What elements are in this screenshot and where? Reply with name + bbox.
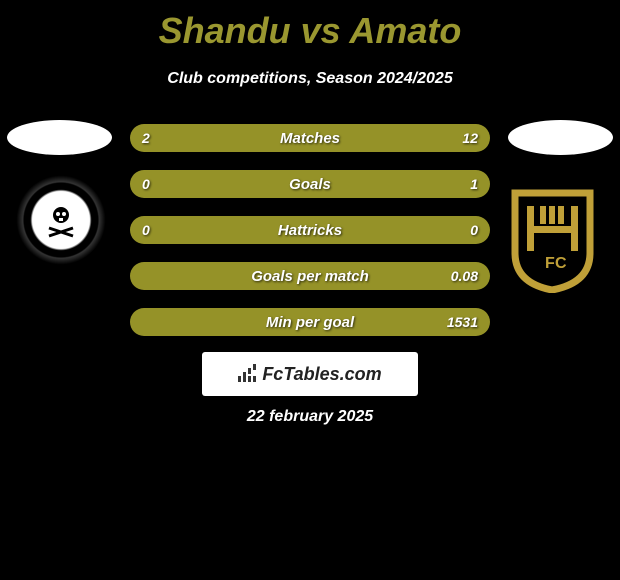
svg-text:F: F <box>545 255 555 272</box>
stat-value-left: 2 <box>142 130 150 146</box>
stat-value-right: 1 <box>470 176 478 192</box>
stat-value-left: 0 <box>142 222 150 238</box>
stat-value-right: 1531 <box>447 314 478 330</box>
comparison-date: 22 february 2025 <box>0 408 620 426</box>
player-oval-right <box>508 120 613 155</box>
stat-label: Min per goal <box>266 314 354 331</box>
club-badge-right: F C <box>495 178 610 293</box>
stat-value-left: 0 <box>142 176 150 192</box>
stat-row-min-per-goal: Min per goal 1531 <box>130 308 490 336</box>
stat-row-hattricks: 0 Hattricks 0 <box>130 216 490 244</box>
page-title: Shandu vs Amato <box>0 0 620 52</box>
skull-crossbones-icon <box>41 200 81 240</box>
stat-row-goals: 0 Goals 1 <box>130 170 490 198</box>
bar-chart-icon <box>238 366 258 382</box>
svg-text:C: C <box>555 255 567 272</box>
footer-brand-box[interactable]: FcTables.com <box>202 352 418 396</box>
stat-value-right: 0.08 <box>451 268 478 284</box>
stats-table: 2 Matches 12 0 Goals 1 0 Hattricks 0 Goals per ma… <box>130 124 490 354</box>
stat-label: Matches <box>280 130 340 147</box>
cape-town-city-crest: F C <box>495 178 610 293</box>
stat-label: Goals <box>289 176 331 193</box>
stat-value-right: 0 <box>470 222 478 238</box>
stat-row-goals-per-match: Goals per match 0.08 <box>130 262 490 290</box>
orlando-pirates-crest <box>16 175 106 265</box>
stat-label: Hattricks <box>278 222 342 239</box>
capetown-shield-icon: F C <box>495 178 610 293</box>
stat-label: Goals per match <box>251 268 369 285</box>
footer-brand-text: FcTables.com <box>262 364 381 385</box>
stat-value-right: 12 <box>462 130 478 146</box>
player-oval-left <box>7 120 112 155</box>
page-subtitle: Club competitions, Season 2024/2025 <box>0 70 620 88</box>
club-badge-left <box>16 175 106 265</box>
stat-row-matches: 2 Matches 12 <box>130 124 490 152</box>
